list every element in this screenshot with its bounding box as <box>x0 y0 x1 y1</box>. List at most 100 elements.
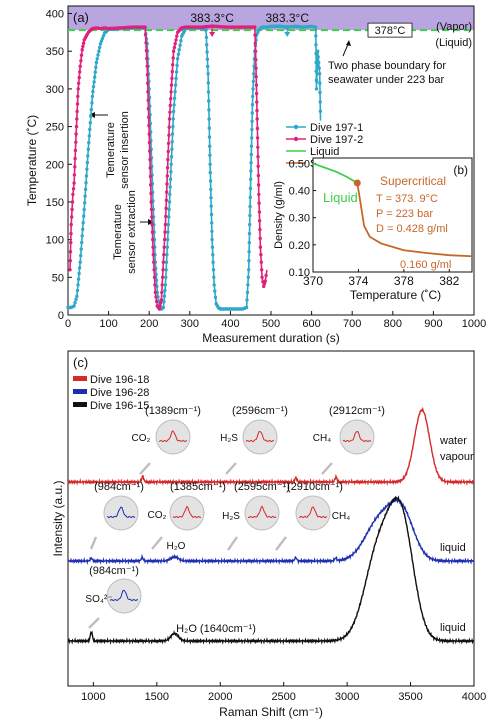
c-y-axis-label: Intensity (a.u.) <box>51 480 65 556</box>
data-point <box>249 169 253 173</box>
data-point <box>248 195 252 200</box>
data-point <box>82 214 86 218</box>
callout-bubble <box>103 495 139 531</box>
data-point <box>204 28 208 32</box>
data-point <box>255 117 259 121</box>
data-point <box>209 196 213 200</box>
data-point <box>174 70 179 74</box>
data-point <box>207 117 211 121</box>
data-point <box>162 294 167 298</box>
data-point <box>75 294 79 298</box>
data-point <box>73 165 77 169</box>
data-point <box>262 282 267 286</box>
peak-temperature-arrowhead <box>209 32 216 37</box>
data-point <box>167 125 171 129</box>
x-tick-label: 0 <box>65 318 71 330</box>
data-point <box>168 185 172 189</box>
data-point <box>177 48 181 52</box>
callout-arrow <box>225 462 237 475</box>
data-point <box>250 136 254 140</box>
y-tick-label: 200 <box>46 159 64 171</box>
data-point <box>76 94 80 99</box>
data-point <box>93 75 97 79</box>
data-point <box>154 299 159 304</box>
data-point <box>153 290 157 295</box>
data-point <box>169 83 174 87</box>
data-point <box>90 94 95 99</box>
extraction-arrowhead <box>148 219 154 225</box>
data-point <box>318 109 323 113</box>
extraction-label-line1: Temerature <box>112 204 124 260</box>
data-point <box>248 222 252 227</box>
data-point <box>318 90 322 95</box>
data-point <box>317 66 321 70</box>
data-point <box>152 275 157 279</box>
data-point <box>166 237 170 242</box>
inset-info-line: T = 373. 9°C <box>376 193 438 205</box>
callout-arrow <box>139 462 151 475</box>
data-point <box>74 140 78 144</box>
data-point <box>259 260 263 264</box>
data-point <box>71 187 76 191</box>
data-point <box>249 152 253 157</box>
data-point <box>208 153 212 157</box>
data-point <box>249 161 253 165</box>
data-point <box>148 166 152 170</box>
insertion-label-line1: Temerature <box>105 122 117 178</box>
inset-y-axis-label: Density (g/ml) <box>273 181 285 249</box>
data-point <box>171 56 175 60</box>
data-point <box>75 109 79 114</box>
data-point <box>80 234 84 238</box>
x-tick-label: 100 <box>99 318 117 330</box>
data-point <box>251 87 255 91</box>
data-point <box>213 289 217 293</box>
data-point <box>256 183 261 187</box>
callout-spectrum <box>298 506 328 519</box>
liquid-density-line <box>312 162 358 184</box>
data-point <box>210 221 214 225</box>
data-point <box>250 119 254 124</box>
c-x-tick-label: 3000 <box>335 691 359 703</box>
data-point <box>257 219 262 223</box>
data-point <box>149 207 154 212</box>
data-point <box>171 49 176 53</box>
callout-spectrum <box>158 430 188 443</box>
data-point <box>210 245 215 249</box>
h2o-peak-label: H₂O <box>167 541 186 552</box>
callout-arrow <box>89 536 98 550</box>
data-point <box>163 283 168 287</box>
data-point <box>168 110 172 115</box>
data-point <box>205 57 210 61</box>
data-point <box>171 117 175 121</box>
data-point <box>164 198 169 202</box>
data-point <box>87 134 92 138</box>
data-point <box>256 173 261 178</box>
data-point <box>258 227 262 232</box>
data-point <box>154 295 158 299</box>
callout-species: SO₄²⁻ <box>85 594 112 605</box>
y-tick-label: 250 <box>46 122 64 134</box>
callout-spectrum <box>247 505 277 519</box>
data-point <box>175 63 179 68</box>
data-point <box>164 260 169 264</box>
data-point <box>89 114 93 118</box>
data-point <box>206 81 210 85</box>
data-point <box>314 34 318 38</box>
data-point <box>76 87 80 91</box>
callout-arrow <box>321 462 333 475</box>
data-point <box>205 50 209 54</box>
data-point <box>150 230 155 234</box>
data-point <box>256 155 260 159</box>
data-point <box>247 259 251 263</box>
data-point <box>73 148 78 153</box>
data-point <box>148 149 152 153</box>
data-point <box>161 260 166 264</box>
callout-bubble <box>339 419 375 455</box>
inset-x-tick-label: 382 <box>439 274 459 288</box>
data-point <box>173 42 177 46</box>
callout-bubble <box>169 495 205 531</box>
callout-wavenumber: (984cm⁻¹) <box>94 481 144 493</box>
c-x-tick-label: 1000 <box>81 691 105 703</box>
data-point <box>259 253 263 257</box>
data-point <box>146 107 151 111</box>
